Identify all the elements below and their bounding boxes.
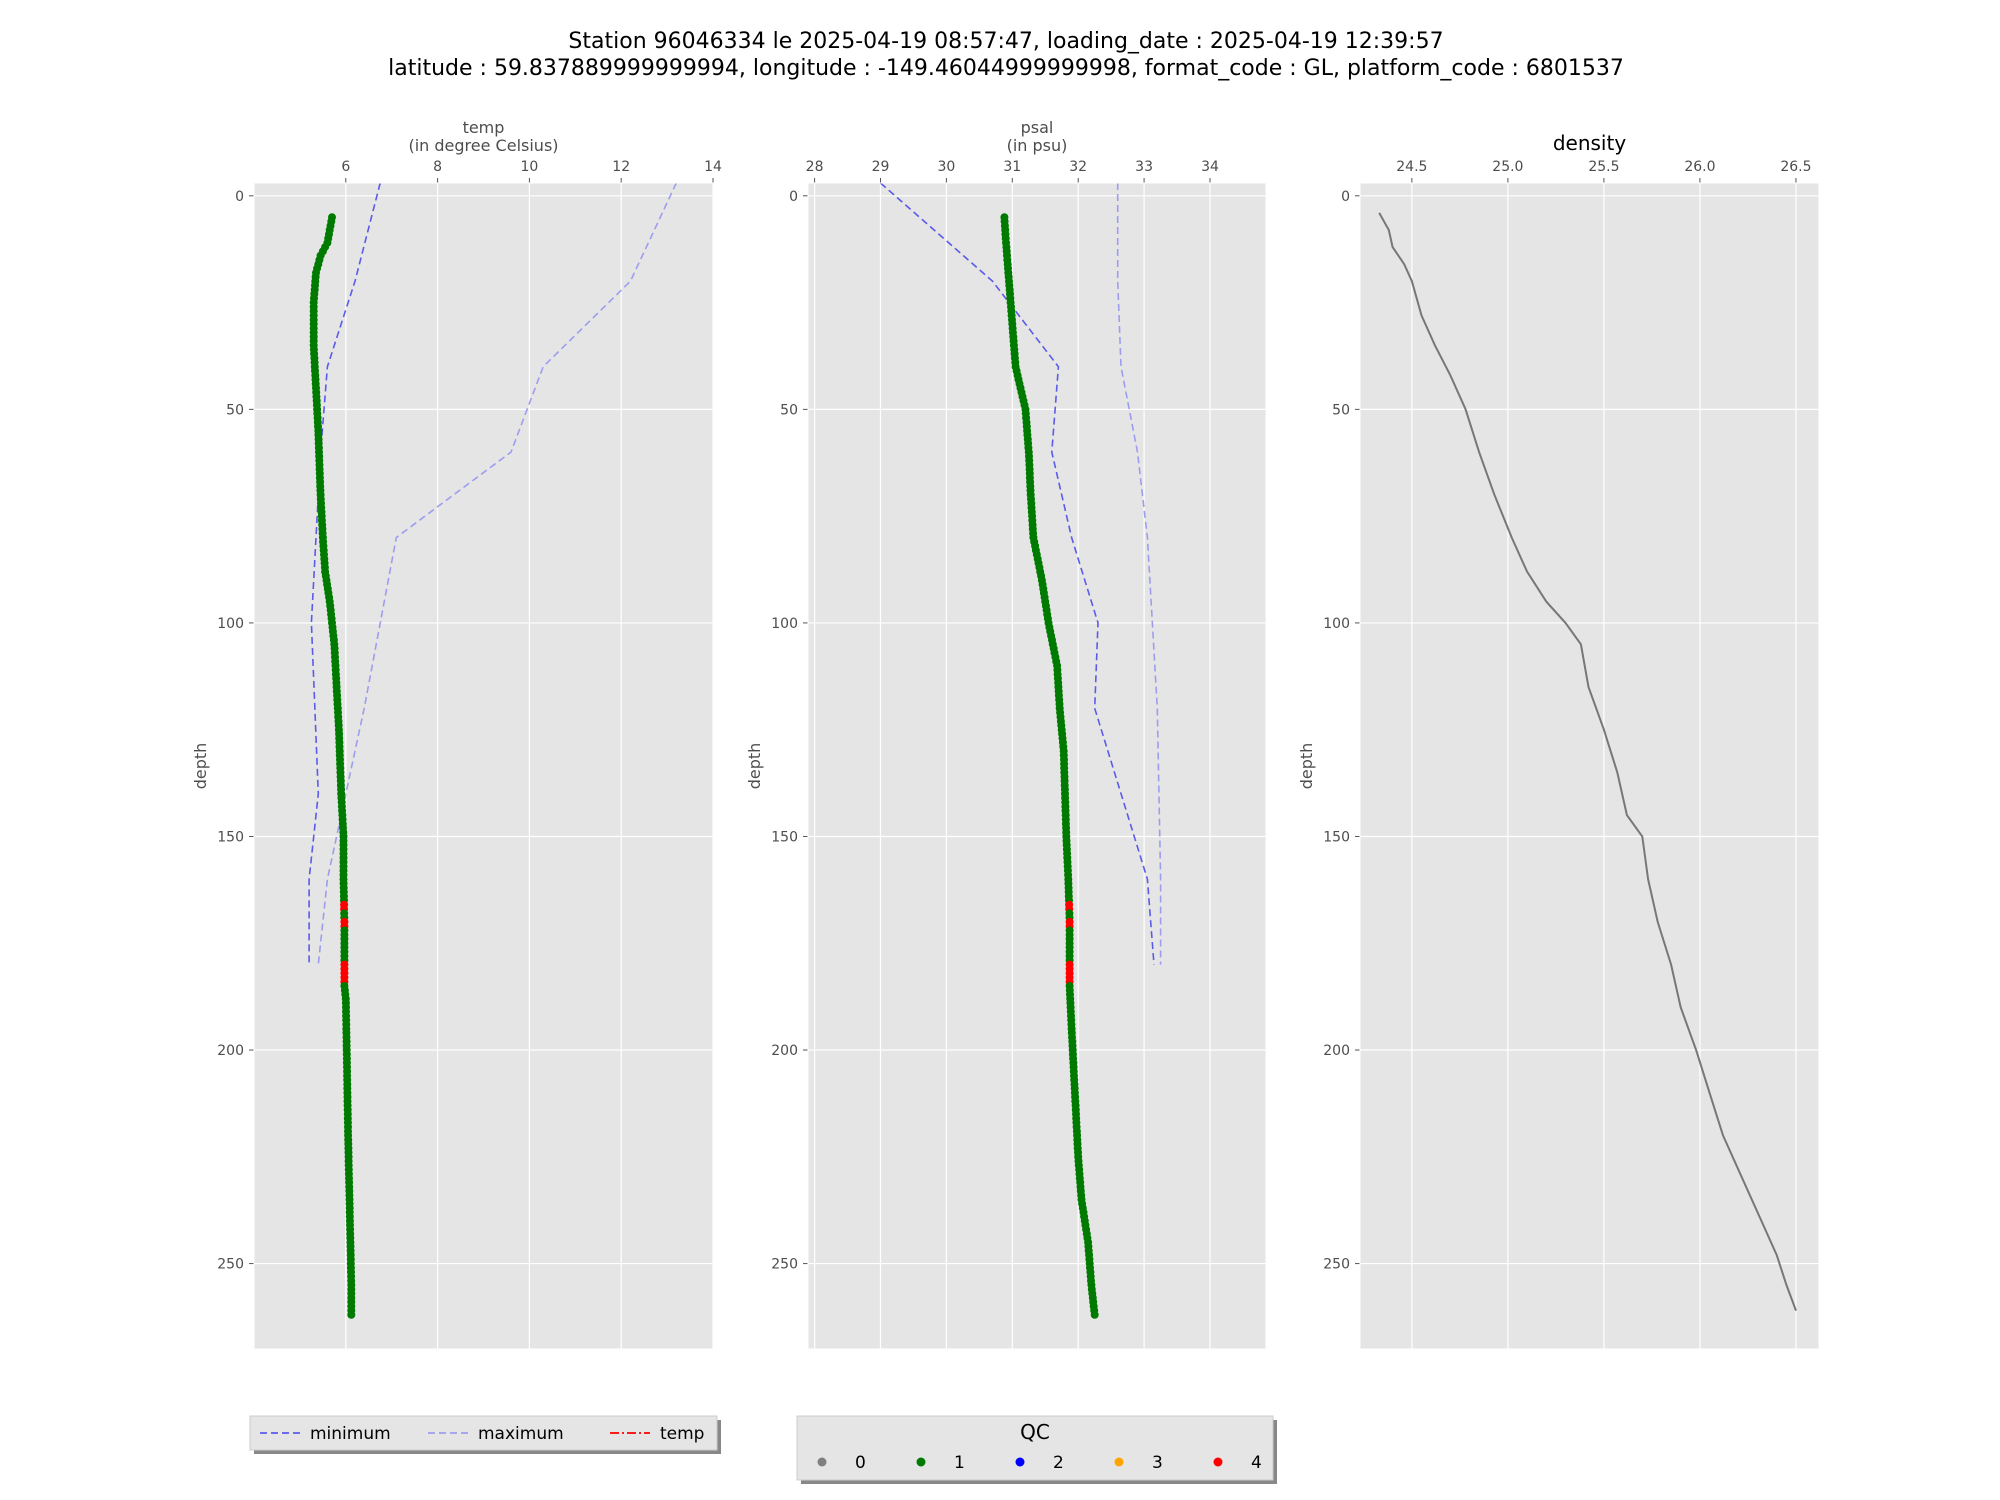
x-axis-unit: (in degree Celsius) bbox=[408, 136, 558, 155]
x-tick-label: 8 bbox=[433, 159, 442, 175]
qc-legend-title: QC bbox=[1020, 1420, 1050, 1444]
maximum-line bbox=[317, 182, 678, 965]
qc-1-swatch bbox=[916, 1457, 926, 1467]
density-line bbox=[1378, 212, 1797, 1311]
plot-frame bbox=[807, 182, 1267, 1350]
y-tick-label: 0 bbox=[1341, 189, 1350, 205]
x-tick-label: 10 bbox=[520, 159, 538, 175]
qc-1-label: 1 bbox=[954, 1453, 965, 1473]
qc-legend: QC 0 1 2 3 4 bbox=[796, 1415, 1277, 1484]
x-tick-label: 26.5 bbox=[1780, 159, 1811, 175]
y-tick-label: 0 bbox=[789, 189, 798, 205]
psal-panel: 28 29 30 31 32 33 34 0 50 100 150 200 250 psal(in psu… bbox=[745, 118, 1267, 1350]
legend-maximum-label: maximum bbox=[478, 1424, 564, 1444]
y-tick-label: 200 bbox=[217, 1043, 244, 1059]
y-tick-label: 50 bbox=[1332, 402, 1350, 418]
y-axis-label: depth bbox=[191, 743, 210, 790]
x-tick-label: 25.0 bbox=[1492, 159, 1523, 175]
y-tick-label: 100 bbox=[771, 616, 798, 632]
qc1-point bbox=[1090, 1310, 1099, 1319]
y-tick-label: 150 bbox=[771, 829, 798, 845]
panel-title: density bbox=[1553, 131, 1626, 155]
y-tick-label: 150 bbox=[1323, 829, 1350, 845]
y-axis-label: depth bbox=[1297, 743, 1316, 790]
qc-4-swatch bbox=[1213, 1457, 1223, 1467]
x-tick-label: 14 bbox=[704, 159, 722, 175]
legend-box bbox=[796, 1415, 1274, 1481]
minimum-line bbox=[879, 182, 1155, 965]
x-tick-label: 25.5 bbox=[1588, 159, 1619, 175]
x-axis-label: temp bbox=[463, 118, 505, 137]
temp-panel: 6 8 10 12 14 0 50 100 150 200 250 temp(in degree Ce… bbox=[191, 118, 722, 1350]
y-tick-label: 250 bbox=[217, 1257, 244, 1273]
maximum-line bbox=[1116, 183, 1162, 965]
y-tick-label: 200 bbox=[771, 1043, 798, 1059]
x-tick-label: 6 bbox=[341, 159, 350, 175]
qc-0-swatch bbox=[817, 1457, 827, 1467]
x-tick-label: 26.0 bbox=[1684, 159, 1715, 175]
figure-title-line1: Station 96046334 le 2025-04-19 08:57:47,… bbox=[568, 29, 1443, 54]
y-axis-label: depth bbox=[745, 743, 764, 790]
y-tick-label: 200 bbox=[1323, 1043, 1350, 1059]
qc-2-label: 2 bbox=[1053, 1453, 1064, 1473]
qc-4-label: 4 bbox=[1251, 1453, 1262, 1473]
legend-temp-label: temp bbox=[660, 1424, 704, 1444]
x-axis-label: psal bbox=[1021, 118, 1054, 137]
y-tick-label: 250 bbox=[1323, 1257, 1350, 1273]
plot-frame bbox=[253, 182, 714, 1350]
plot-area bbox=[808, 183, 1266, 1349]
x-tick-label: 33 bbox=[1135, 159, 1153, 175]
y-tick-label: 250 bbox=[771, 1257, 798, 1273]
qc-2-swatch bbox=[1015, 1457, 1025, 1467]
y-tick-label: 0 bbox=[235, 189, 244, 205]
qc-3-label: 3 bbox=[1152, 1453, 1163, 1473]
x-tick-label: 30 bbox=[937, 159, 955, 175]
x-tick-label: 24.5 bbox=[1396, 159, 1427, 175]
x-tick-label: 12 bbox=[612, 159, 630, 175]
qc-3-swatch bbox=[1114, 1457, 1124, 1467]
y-tick-label: 100 bbox=[217, 616, 244, 632]
x-tick-label: 29 bbox=[872, 159, 890, 175]
y-tick-label: 50 bbox=[226, 402, 244, 418]
legend-minimum-label: minimum bbox=[310, 1424, 391, 1444]
y-tick-label: 100 bbox=[1323, 616, 1350, 632]
x-axis-unit: (in psu) bbox=[1007, 136, 1068, 155]
x-tick-label: 32 bbox=[1069, 159, 1087, 175]
qc1-point bbox=[347, 1310, 356, 1319]
plot-area bbox=[254, 183, 713, 1349]
x-tick-label: 34 bbox=[1201, 159, 1219, 175]
qc-0-label: 0 bbox=[855, 1453, 866, 1473]
figure-title-line2: latitude : 59.837889999999994, longitude… bbox=[388, 56, 1624, 81]
profile-legend: minimum maximum temp bbox=[249, 1415, 721, 1454]
y-tick-label: 150 bbox=[217, 829, 244, 845]
plot-area bbox=[1360, 183, 1819, 1349]
x-tick-label: 31 bbox=[1003, 159, 1021, 175]
density-panel: 24.5 25.0 25.5 26.0 26.5 0 50 100 150 200 250 densi… bbox=[1297, 131, 1820, 1350]
minimum-line bbox=[308, 182, 381, 965]
plot-frame bbox=[1359, 182, 1820, 1350]
y-tick-label: 50 bbox=[780, 402, 798, 418]
x-tick-label: 28 bbox=[806, 159, 824, 175]
